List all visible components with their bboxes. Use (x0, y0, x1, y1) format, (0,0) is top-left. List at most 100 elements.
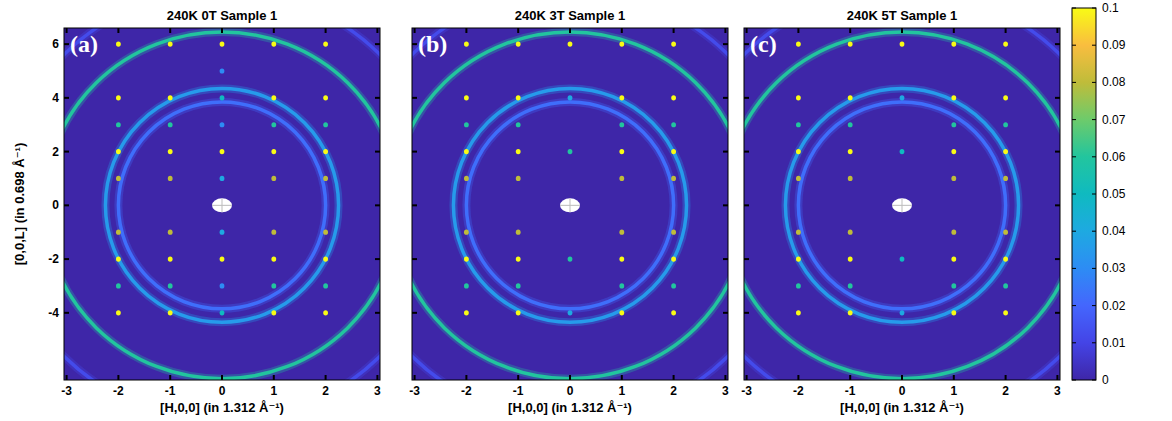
plot-background (412, 28, 728, 380)
bragg-peak (220, 310, 225, 315)
x-axis-title: [H,0,0] (in 1.312 Å⁻¹) (508, 400, 632, 415)
x-tick (414, 28, 416, 33)
y-tick (64, 43, 69, 45)
colorbar-tick (1092, 82, 1096, 83)
beam-stop (892, 198, 912, 212)
bragg-peak (516, 283, 521, 288)
x-tick (376, 28, 378, 33)
panel-title: 240K 5T Sample 1 (847, 8, 958, 23)
y-tick (1055, 204, 1060, 206)
bragg-peak (220, 68, 225, 73)
colorbar-tick (1072, 268, 1076, 269)
x-tick (517, 28, 519, 33)
ring (453, 88, 686, 322)
bragg-peak (796, 310, 801, 315)
bragg-peak (271, 256, 276, 261)
bragg-peak (271, 42, 276, 47)
bragg-peak (323, 230, 328, 235)
bragg-peak (568, 256, 573, 261)
x-tick (1056, 28, 1058, 33)
bragg-peak (116, 256, 121, 261)
y-tick-label: -2 (48, 252, 59, 266)
bragg-peak (900, 149, 905, 154)
data-marks (744, 28, 1060, 380)
colorbar-tick (1092, 8, 1096, 9)
y-tick (375, 43, 380, 45)
ring (118, 102, 325, 309)
bragg-peak (1003, 42, 1008, 47)
x-tick (673, 28, 675, 33)
x-tick-label: -2 (461, 384, 472, 398)
bragg-peak (116, 149, 121, 154)
x-tick (169, 28, 171, 33)
panel-title: 240K 0T Sample 1 (167, 8, 278, 23)
panel-label: (c) (750, 31, 777, 57)
bragg-peak (619, 95, 624, 100)
x-tick (673, 375, 675, 380)
colorbar-tick-label: 0.07 (1102, 113, 1126, 127)
x-axis-title: [H,0,0] (in 1.312 Å⁻¹) (840, 400, 964, 415)
panel-label: (b) (418, 31, 447, 57)
x-tick-label: -2 (113, 384, 124, 398)
data-marks (64, 28, 380, 380)
colorbar-tick-label: 0.05 (1102, 187, 1126, 201)
ring (744, 28, 1060, 380)
bragg-peak (220, 122, 225, 127)
colorbar-tick (1092, 156, 1096, 157)
colorbar-tick-label: 0.02 (1102, 299, 1126, 313)
ring (64, 32, 380, 379)
bragg-peak (516, 176, 521, 181)
bragg-peak (848, 122, 853, 127)
bragg-peak (1003, 176, 1008, 181)
bragg-peak (323, 283, 328, 288)
bragg-peak (220, 149, 225, 154)
bragg-peak (1003, 283, 1008, 288)
y-tick (723, 43, 728, 45)
y-tick (723, 258, 728, 260)
x-tick (66, 28, 68, 33)
x-tick (117, 375, 119, 380)
y-tick (744, 204, 749, 206)
beam-stop (560, 198, 580, 212)
bragg-peak (671, 256, 676, 261)
x-tick (621, 28, 623, 33)
y-tick (744, 151, 749, 153)
x-tick (325, 28, 327, 33)
beam-stop-cross (570, 198, 571, 212)
bragg-peak (168, 256, 173, 261)
bragg-peak (951, 122, 956, 127)
bragg-peak (464, 310, 469, 315)
colorbar-tick (1072, 8, 1076, 9)
x-tick (797, 375, 799, 380)
x-axis-title: [H,0,0] (in 1.312 Å⁻¹) (160, 400, 284, 415)
y-tick (412, 258, 417, 260)
y-tick (64, 97, 69, 99)
x-tick-label: -3 (61, 384, 72, 398)
bragg-peak (464, 230, 469, 235)
bragg-peak (464, 95, 469, 100)
bragg-peak (796, 42, 801, 47)
bragg-peak (671, 149, 676, 154)
ring-glow (64, 28, 380, 380)
ring (412, 32, 728, 379)
ring-glow (785, 88, 1018, 322)
colorbar-tick (1072, 82, 1076, 83)
colorbar-tick-label: 0.03 (1102, 261, 1126, 275)
bragg-peak (1003, 230, 1008, 235)
y-tick (1055, 43, 1060, 45)
ring-glow (64, 32, 380, 379)
bragg-peak (168, 230, 173, 235)
x-tick-label: 3 (374, 384, 381, 398)
plot-frame (64, 28, 380, 380)
colorbar-tick (1072, 380, 1076, 381)
x-tick-label: 2 (322, 384, 329, 398)
x-tick (1056, 375, 1058, 380)
bragg-peak (900, 95, 905, 100)
x-tick-label: -2 (793, 384, 804, 398)
y-tick-label: 4 (52, 91, 59, 105)
y-tick (723, 151, 728, 153)
y-tick-label: 6 (52, 37, 59, 51)
bragg-peak (516, 310, 521, 315)
bragg-peak (796, 122, 801, 127)
x-tick-label: -3 (409, 384, 420, 398)
